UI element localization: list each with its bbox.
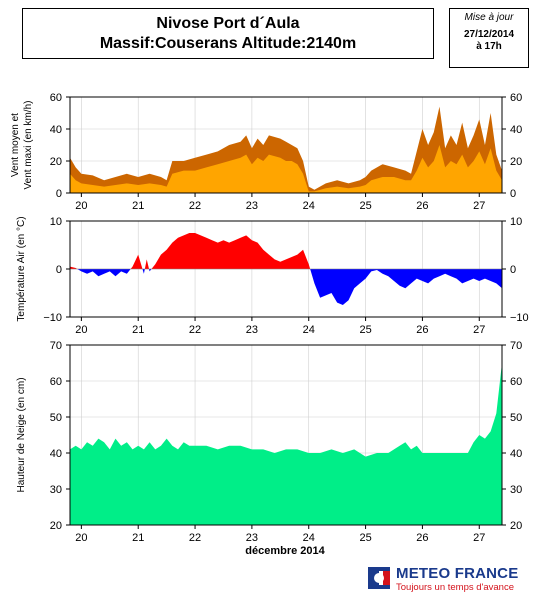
logo-name: METEO FRANCE bbox=[396, 565, 519, 582]
x-tick-label: 20 bbox=[75, 532, 87, 544]
massif-subtitle: Massif:Couserans Altitude:2140m bbox=[99, 35, 357, 52]
x-tick-label: 21 bbox=[132, 200, 144, 212]
wind-max-area bbox=[70, 106, 502, 193]
x-tick-label: 22 bbox=[189, 324, 201, 336]
y-tick-label-left: −10 bbox=[43, 312, 62, 324]
x-tick-label: 21 bbox=[132, 532, 144, 544]
temperature-chart: 10 10 0 0 −10 −10 20 21 22 23 24 25 26 27 Température … bbox=[16, 216, 529, 336]
y-tick-label-right: 40 bbox=[510, 124, 522, 136]
y-tick-label-right: −10 bbox=[510, 312, 529, 324]
x-tick-label: 23 bbox=[246, 200, 258, 212]
plot-frame bbox=[69, 344, 503, 526]
y-tick-label-left: 0 bbox=[56, 264, 62, 276]
y-tick-label-right: 50 bbox=[510, 412, 522, 424]
y-tick-label-right: 40 bbox=[510, 448, 522, 460]
update-date: 27/12/2014 bbox=[463, 29, 515, 40]
x-tick-label: 25 bbox=[359, 200, 371, 212]
y-tick-label-left: 20 bbox=[50, 520, 62, 532]
y-tick-label-right: 20 bbox=[510, 156, 522, 168]
snow-depth-area bbox=[70, 363, 502, 525]
x-tick-label: 21 bbox=[132, 324, 144, 336]
x-tick-label: 26 bbox=[416, 200, 428, 212]
y-tick-label-left: 30 bbox=[50, 484, 62, 496]
y-axis-title-line1: Vent moyen et bbox=[10, 113, 21, 177]
y-tick-label-left: 0 bbox=[56, 188, 62, 200]
x-tick-label: 22 bbox=[189, 200, 201, 212]
y-tick-label-right: 0 bbox=[510, 264, 516, 276]
title-box: Nivose Port d´Aula Massif:Couserans Alti… bbox=[22, 8, 434, 59]
x-tick-label: 27 bbox=[473, 200, 485, 212]
y-axis-title-line2: Vent maxi (en km/h) bbox=[23, 101, 34, 190]
y-tick-label-right: 0 bbox=[510, 188, 516, 200]
update-label: Mise à jour bbox=[464, 12, 514, 23]
y-axis-title: Température Air (en °C) bbox=[16, 216, 27, 321]
y-tick-label-right: 60 bbox=[510, 92, 522, 104]
y-axis-title: Hauteur de Neige (en cm) bbox=[16, 377, 27, 492]
y-tick-label-left: 20 bbox=[50, 156, 62, 168]
wind-chart: 0 0 20 20 40 40 60 60 20 21 22 23 24 25 26 27 Vent moyen… bbox=[10, 92, 522, 212]
plot-frame bbox=[69, 220, 503, 318]
y-tick-label-left: 70 bbox=[50, 340, 62, 352]
meteo-france-logo: METEO FRANCE Toujours un temps d'avance bbox=[366, 565, 538, 593]
x-tick-label: 24 bbox=[303, 200, 315, 212]
x-tick-label: 26 bbox=[416, 532, 428, 544]
x-tick-label: 20 bbox=[75, 324, 87, 336]
update-box: Mise à jour 27/12/2014 à 17h bbox=[449, 8, 529, 68]
snow-depth-chart: 20 20 30 30 40 40 50 50 60 60 70 70 20 21 22 23 24 25 26 27… bbox=[16, 340, 522, 544]
x-tick-label: 20 bbox=[75, 200, 87, 212]
y-tick-label-right: 30 bbox=[510, 484, 522, 496]
y-tick-label-left: 40 bbox=[50, 448, 62, 460]
x-tick-label: 23 bbox=[246, 324, 258, 336]
x-tick-label: 24 bbox=[303, 532, 315, 544]
y-tick-label-left: 10 bbox=[50, 216, 62, 228]
y-tick-label-left: 50 bbox=[50, 412, 62, 424]
logo-tagline: Toujours un temps d'avance bbox=[396, 582, 514, 593]
x-tick-label: 27 bbox=[473, 532, 485, 544]
x-tick-label: 24 bbox=[303, 324, 315, 336]
x-axis-title: décembre 2014 bbox=[245, 545, 325, 557]
y-tick-label-right: 20 bbox=[510, 520, 522, 532]
y-tick-label-left: 60 bbox=[50, 376, 62, 388]
wind-moyen-area bbox=[70, 145, 502, 193]
y-tick-label-right: 60 bbox=[510, 376, 522, 388]
y-tick-label-left: 60 bbox=[50, 92, 62, 104]
y-tick-label-right: 10 bbox=[510, 216, 522, 228]
x-tick-label: 26 bbox=[416, 324, 428, 336]
x-tick-label: 25 bbox=[359, 532, 371, 544]
y-tick-label-right: 70 bbox=[510, 340, 522, 352]
update-time: à 17h bbox=[476, 41, 502, 52]
meteo-france-emblem-icon bbox=[368, 567, 390, 589]
temperature-negative-area bbox=[70, 269, 502, 305]
temperature-positive-area bbox=[70, 233, 502, 269]
station-title: Nivose Port d´Aula bbox=[156, 15, 300, 32]
x-tick-label: 25 bbox=[359, 324, 371, 336]
x-tick-label: 22 bbox=[189, 532, 201, 544]
x-tick-label: 27 bbox=[473, 324, 485, 336]
plot-frame bbox=[69, 96, 503, 194]
y-tick-label-left: 40 bbox=[50, 124, 62, 136]
x-tick-label: 23 bbox=[246, 532, 258, 544]
